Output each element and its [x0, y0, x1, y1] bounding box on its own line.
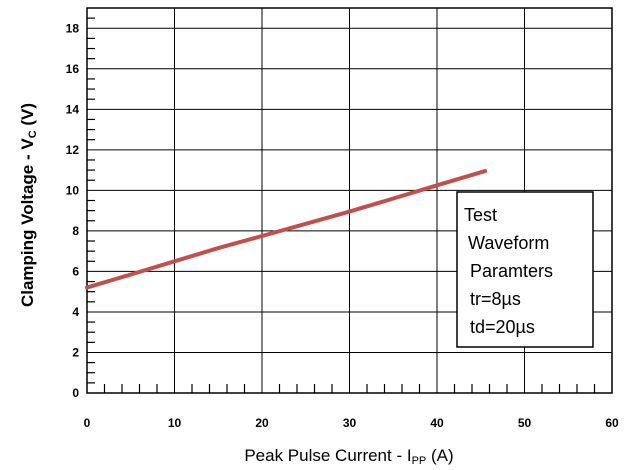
series-line	[85, 169, 488, 290]
annotation-line-4: tr=8µs	[470, 289, 521, 309]
x-axis-title: Peak Pulse Current - IPP (A)	[244, 446, 453, 467]
x-tick-label: 30	[343, 416, 357, 430]
annotation-line-1: Test	[464, 205, 497, 225]
x-tick-label: 0	[84, 416, 91, 430]
y-tick-label: 12	[66, 143, 80, 157]
y-axis-title-main: Clamping Voltage - V	[18, 138, 37, 307]
y-axis-title-sub: C	[27, 130, 39, 138]
plot-frame	[86, 7, 613, 394]
y-tick-label: 4	[72, 305, 79, 319]
y-tick-label: 10	[66, 183, 80, 197]
y-tick-labels: 0 2 4 6 8 10 12 14 16 18	[66, 21, 80, 400]
annotation-line-5: td=20µs	[470, 317, 535, 337]
x-tick-label: 50	[518, 416, 532, 430]
y-tick-label: 2	[72, 345, 79, 359]
minor-ticks	[87, 17, 596, 393]
x-tick-label: 60	[605, 416, 619, 430]
x-tick-labels: 0 10 20 30 40 50 60	[84, 416, 619, 430]
x-tick-label: 40	[430, 416, 444, 430]
y-tick-label: 14	[66, 102, 80, 116]
annotation-line-2: Waveform	[468, 233, 549, 253]
y-tick-label: 8	[72, 224, 79, 238]
y-axis-title: Clamping Voltage - VC (V)	[18, 103, 39, 307]
x-tick-label: 10	[168, 416, 182, 430]
x-axis-title-sub: PP	[412, 455, 427, 467]
y-tick-label: 16	[66, 62, 80, 76]
y-tick-label: 18	[66, 21, 80, 35]
x-tick-label: 20	[255, 416, 269, 430]
series-layer	[85, 169, 488, 290]
x-axis-title-main: Peak Pulse Current - I	[244, 446, 411, 465]
y-tick-label: 6	[72, 264, 79, 278]
annotation-box: Test Waveform Paramters tr=8µs td=20µs	[456, 191, 594, 348]
y-tick-label: 0	[72, 386, 79, 400]
y-axis-title-unit: (V)	[18, 103, 37, 130]
x-axis-title-unit: (A)	[426, 446, 453, 465]
annotation-line-3: Paramters	[470, 261, 553, 281]
